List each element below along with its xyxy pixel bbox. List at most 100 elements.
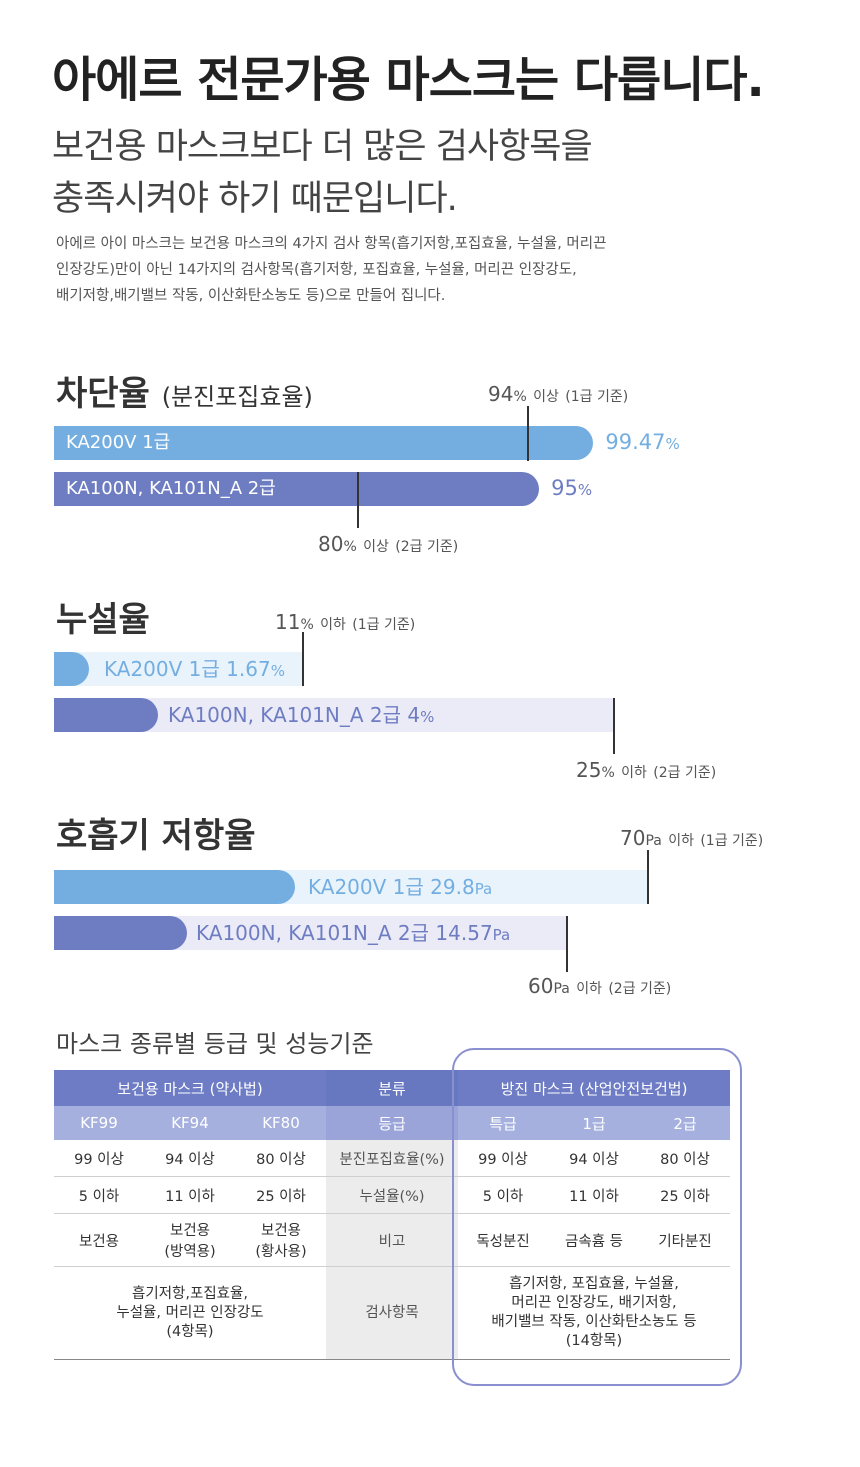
table-cell: 금속흄 등 <box>548 1213 640 1267</box>
leakage-grade1-standard-line <box>302 632 304 686</box>
resistance-grade1-standard-line <box>647 850 649 904</box>
resistance-grade1-standard: 70Pa 이하 (1급 기준) <box>620 826 763 850</box>
standard-grade: (1급 기준) <box>700 833 764 849</box>
table-cell: 25 이하 <box>640 1176 730 1214</box>
blocking-grade2-standard: 80% 이상 (2급 기준) <box>318 532 458 556</box>
table-cell: 94 이상 <box>144 1140 236 1177</box>
table-cell: 80 이상 <box>640 1140 730 1177</box>
standard-value: 11 <box>275 610 301 634</box>
subtitle-line-2: 충족시켜야 하기 때문입니다. <box>52 179 458 219</box>
standard-grade: (2급 기준) <box>608 981 672 997</box>
table-row: 5 이하 11 이하 25 이하 누설율(%) 5 이하 11 이하 25 이하 <box>54 1176 730 1214</box>
standard-text: 이상 <box>363 539 389 555</box>
test-items-label: 검사항목 <box>326 1266 458 1360</box>
column-header: 특급 <box>458 1106 548 1140</box>
blocking-grade1-value: 99.47% <box>605 430 679 454</box>
category-header: 분류 <box>326 1070 458 1106</box>
resistance-grade2-label: KA100N, KA101N_A 2급 14.57Pa <box>196 916 510 952</box>
standard-value: 60 <box>528 974 554 998</box>
table-cell: 80 이상 <box>236 1140 326 1177</box>
standard-text: 이상 <box>533 389 559 405</box>
standard-grade: (2급 기준) <box>395 539 459 555</box>
series-name: KA200V 1급 <box>308 875 424 899</box>
standard-grade: (1급 기준) <box>352 617 416 633</box>
standard-unit: % <box>343 539 357 555</box>
grade-table: 보건용 마스크 (약사법) 분류 방진 마스크 (산업안전보건법) KF99 K… <box>54 1070 730 1360</box>
standard-unit: Pa <box>553 981 570 997</box>
standard-text: 이하 <box>320 617 346 633</box>
value-number: 99.47 <box>605 430 666 454</box>
value-unit: % <box>270 662 285 680</box>
leakage-bar-grade1 <box>54 652 90 686</box>
table-row-test-items: 흡기저항,포집효율, 누설율, 머리끈 인장강도 (4항목) 검사항목 흡기저항… <box>54 1266 730 1360</box>
blocking-grade2-standard-line <box>357 472 359 528</box>
column-header: 2급 <box>640 1106 730 1140</box>
table-cell: 94 이상 <box>548 1140 640 1177</box>
blocking-rate-subtitle: (분진포집효율) <box>161 383 313 411</box>
dust-mask-header: 방진 마스크 (산업안전보건법) <box>458 1070 730 1106</box>
bar-label: KA100N, KA101N_A 2급 <box>66 478 276 499</box>
table-cell: 99 이상 <box>54 1140 144 1177</box>
description-line-2: 인장강도)만이 아닌 14가지의 검사항목(흡기저항, 포집효율, 누설율, 머… <box>56 262 577 278</box>
table-cell: 비고 <box>326 1213 458 1267</box>
resistance-bar-grade1 <box>54 870 296 904</box>
column-header: KF94 <box>144 1106 236 1140</box>
table-row: 99 이상 94 이상 80 이상 분진포집효율(%) 99 이상 94 이상 … <box>54 1140 730 1177</box>
value-unit: % <box>665 435 680 453</box>
series-name: KA100N, KA101N_A 2급 <box>196 921 430 945</box>
resistance-grade2-standard: 60Pa 이하 (2급 기준) <box>528 974 671 998</box>
leakage-track-grade1 <box>54 652 302 686</box>
dust-mask-highlight-outline <box>452 1048 742 1386</box>
value-unit: % <box>577 481 593 499</box>
value-number: 29.8 <box>430 875 475 899</box>
standard-value: 70 <box>620 826 646 850</box>
column-header: 등급 <box>326 1106 458 1140</box>
column-header: KF99 <box>54 1106 144 1140</box>
table-cell: 기타분진 <box>640 1213 730 1267</box>
standard-text: 이하 <box>576 981 602 997</box>
standard-text: 이하 <box>621 765 647 781</box>
value-number: 4 <box>407 703 421 727</box>
blocking-bar-grade1: KA200V 1급 <box>54 426 594 460</box>
blocking-grade1-standard-line <box>527 406 529 461</box>
standard-unit: Pa <box>645 833 662 849</box>
blocking-bar-grade2: KA100N, KA101N_A 2급 <box>54 472 540 506</box>
description-line-3: 배기저항,배기밸브 작동, 이산화탄소농도 등)으로 만들어 집니다. <box>56 288 446 304</box>
standard-value: 25 <box>576 758 602 782</box>
bar-label: KA200V 1급 <box>66 432 171 453</box>
leakage-bar-grade2 <box>54 698 158 732</box>
blocking-rate-title: 차단율 (분진포집효율) <box>56 366 313 415</box>
series-name: KA100N, KA101N_A 2급 <box>168 703 402 727</box>
table-cell: 누설율(%) <box>326 1176 458 1214</box>
value-number: 1.67 <box>226 657 271 681</box>
resistance-grade1-label: KA200V 1급 29.8Pa <box>308 870 492 906</box>
leakage-grade2-standard-line <box>613 698 615 754</box>
leakage-grade1-label: KA200V 1급 1.67% <box>104 652 285 688</box>
standard-unit: % <box>300 617 314 633</box>
table-cell: 25 이하 <box>236 1176 326 1214</box>
health-mask-test-items: 흡기저항,포집효율, 누설율, 머리끈 인장강도 (4항목) <box>54 1266 326 1360</box>
standard-grade: (2급 기준) <box>653 765 717 781</box>
table-cell: 5 이하 <box>54 1176 144 1214</box>
series-name: KA200V 1급 <box>104 657 220 681</box>
leakage-grade1-standard: 11% 이하 (1급 기준) <box>275 610 415 634</box>
blocking-grade2-value: 95% <box>551 476 592 500</box>
leakage-grade2-label: KA100N, KA101N_A 2급 4% <box>168 698 434 734</box>
value-unit: Pa <box>492 926 511 944</box>
table-column-header-row: KF99 KF94 KF80 등급 특급 1급 2급 <box>54 1106 730 1140</box>
dust-mask-test-items: 흡기저항, 포집효율, 누설율, 머리끈 인장강도, 배기저항, 배기밸브 작동… <box>458 1266 730 1360</box>
subtitle-line-1: 보건용 마스크보다 더 많은 검사항목을 <box>52 127 593 167</box>
table-cell: 11 이하 <box>144 1176 236 1214</box>
health-mask-header: 보건용 마스크 (약사법) <box>54 1070 326 1106</box>
standard-grade: (1급 기준) <box>565 389 629 405</box>
grade-table-title: 마스크 종류별 등급 및 성능기준 <box>56 1030 374 1058</box>
standard-unit: % <box>513 389 527 405</box>
table-cell: 11 이하 <box>548 1176 640 1214</box>
value-unit: Pa <box>474 880 493 898</box>
table-cell: 보건용 (방역용) <box>144 1213 236 1267</box>
description-line-1: 아에르 아이 마스크는 보건용 마스크의 4가지 검사 항목(흡기저항,포집효율… <box>56 236 607 252</box>
table-row: 보건용 보건용 (방역용) 보건용 (황사용) 비고 독성분진 금속흄 등 기타… <box>54 1213 730 1267</box>
standard-text: 이하 <box>668 833 694 849</box>
table-cell: 99 이상 <box>458 1140 548 1177</box>
page-title: 아에르 전문가용 마스크는 다릅니다. <box>52 52 765 108</box>
